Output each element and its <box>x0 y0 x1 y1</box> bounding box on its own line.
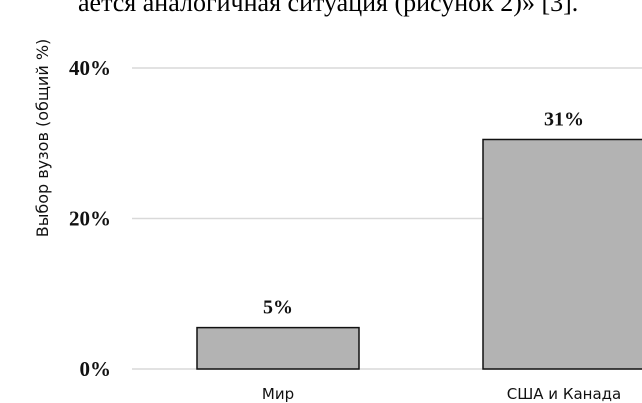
top-text: ается аналогичная ситуация (рисунок 2)» … <box>78 0 579 17</box>
x-tick-label: Мир <box>262 385 294 403</box>
bar <box>196 326 360 370</box>
data-label: 5% <box>263 297 293 319</box>
y-tick-label: 0% <box>80 357 112 381</box>
data-label: 31% <box>544 108 584 130</box>
bar <box>482 138 642 370</box>
bars <box>196 138 642 370</box>
x-tick-label: США и Канада <box>507 385 621 403</box>
data-labels: 5% 31% <box>263 108 584 318</box>
x-tick-labels: Мир США и Канада <box>262 385 621 403</box>
y-axis-label: Выбор вузов (общий %) <box>33 39 52 238</box>
y-tick-labels: 0% 20% 40% <box>69 56 111 381</box>
y-tick-label: 40% <box>69 56 111 80</box>
y-tick-label: 20% <box>69 207 111 231</box>
